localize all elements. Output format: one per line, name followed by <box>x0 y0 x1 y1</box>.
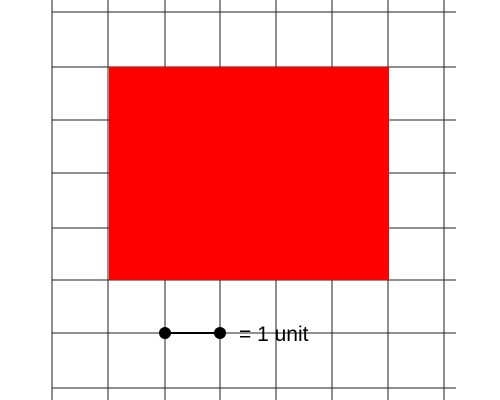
shaded-rectangle <box>109 67 389 280</box>
unit-legend-label: = 1 unit <box>239 323 309 346</box>
unit-legend: = 1 unit <box>159 323 309 346</box>
unit-segment-end-dot <box>214 327 226 339</box>
unit-segment-start-dot <box>159 327 171 339</box>
